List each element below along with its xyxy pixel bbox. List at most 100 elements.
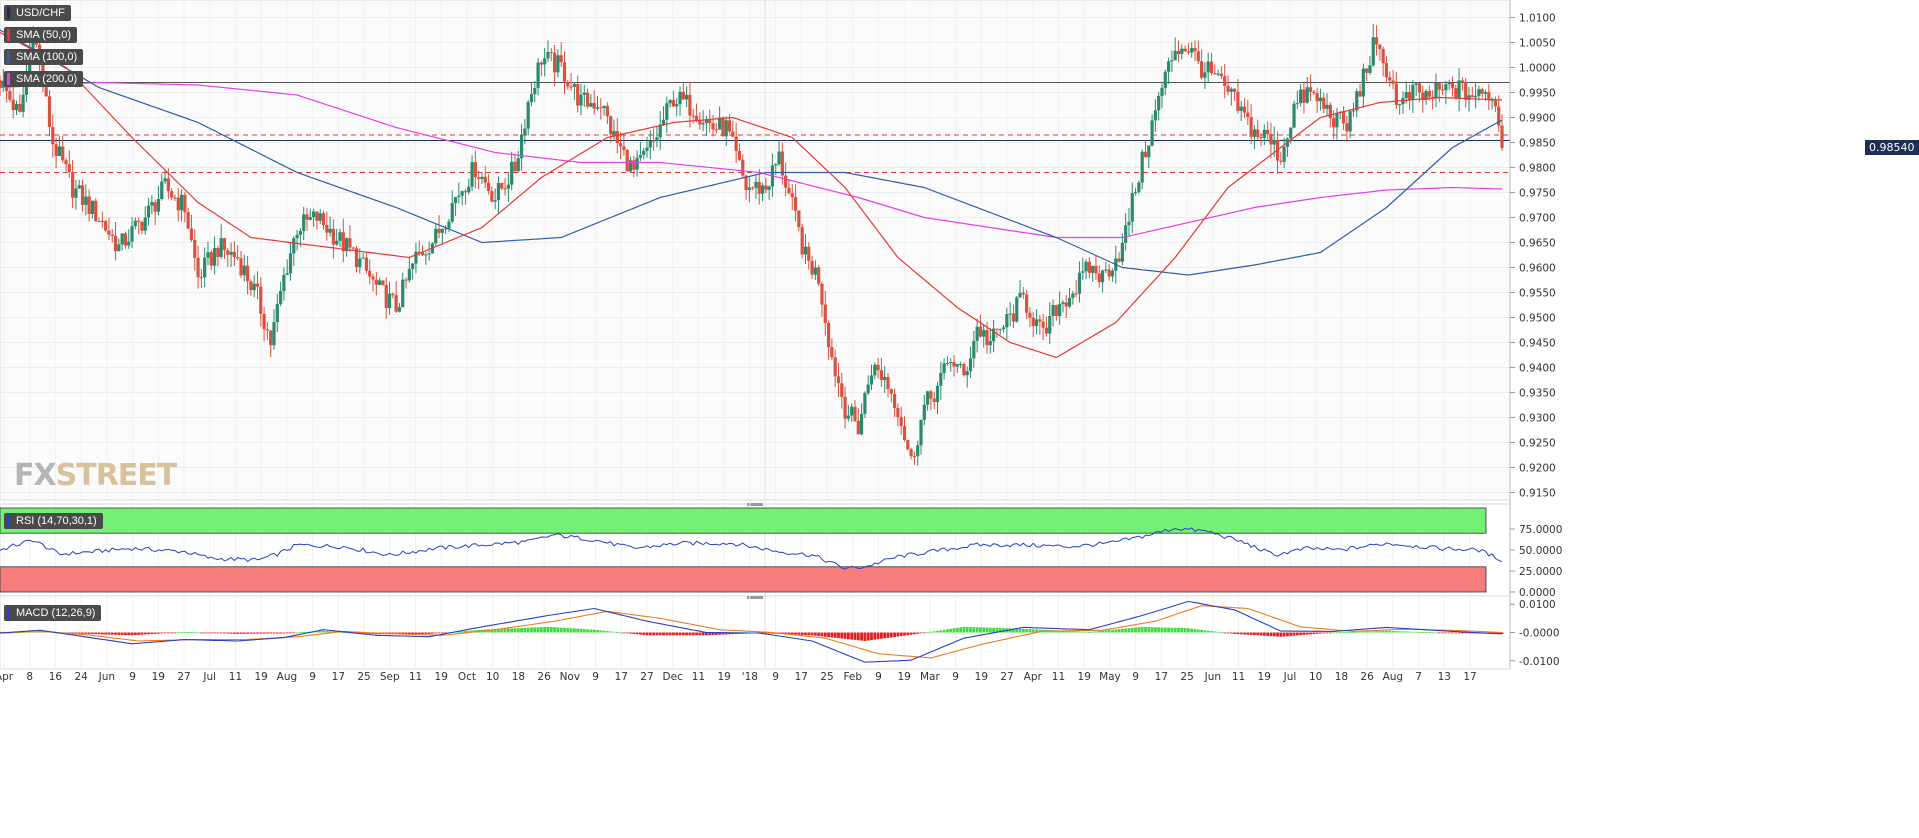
macd-histogram-bar [1035, 629, 1038, 633]
candle-body [401, 279, 405, 308]
candle-body [335, 240, 339, 245]
candle-body [1269, 134, 1273, 145]
candle-body [757, 181, 761, 194]
date-tick-label: Oct [458, 671, 476, 683]
macd-histogram-bar [1210, 631, 1213, 633]
candle-body [638, 154, 643, 158]
macd-histogram-bar [256, 632, 259, 634]
candle-body [619, 143, 623, 147]
macd-histogram-bar [549, 627, 553, 633]
candle-body [751, 187, 755, 189]
macd-histogram-bar [576, 628, 580, 633]
candle-body [929, 391, 933, 399]
macd-histogram-bar [946, 629, 949, 633]
macd-histogram-bar [645, 632, 649, 636]
candle-body [1256, 129, 1260, 138]
candle-body [130, 226, 134, 242]
candle-body [1388, 77, 1392, 81]
macd-histogram-bar [1087, 631, 1091, 633]
candle-body [655, 137, 659, 141]
candle-body [576, 83, 580, 106]
macd-label[interactable]: MACD (12,26,9) [4, 605, 102, 621]
macd-histogram-bar [883, 632, 887, 639]
date-tick-label: 25 [820, 671, 833, 683]
candle-body [341, 232, 345, 252]
macd-histogram-bar [632, 632, 636, 634]
macd-histogram-bar [292, 632, 296, 634]
macd-histogram-bar [1401, 631, 1405, 633]
macd-histogram-bar [648, 632, 652, 636]
candle-body [236, 257, 240, 259]
macd-histogram-bar [1091, 631, 1095, 633]
candle-body [810, 260, 814, 275]
macd-histogram-bar [236, 632, 240, 634]
candle-body [1381, 48, 1385, 64]
candle-body [622, 146, 626, 150]
macd-histogram-bar [840, 632, 844, 639]
date-tick-label: 26 [537, 671, 551, 683]
date-tick-label: Mar [920, 671, 940, 683]
candle-body [298, 230, 302, 235]
candle-body [721, 117, 725, 137]
macd-histogram-bar [1378, 631, 1382, 633]
candle-body [351, 247, 355, 249]
candle-body [1431, 96, 1435, 98]
macd-histogram-bar [1394, 631, 1398, 633]
candle-body [1398, 104, 1402, 106]
candle-body [1203, 72, 1207, 78]
sma200-label[interactable]: SMA (200,0) [4, 71, 84, 87]
candle-body [945, 362, 950, 364]
candle-body [325, 225, 329, 233]
sma100-label[interactable]: SMA (100,0) [4, 49, 84, 65]
candle-body [245, 265, 250, 282]
candle-body [269, 330, 273, 346]
macd-histogram-bar [893, 632, 896, 637]
macd-histogram-bar [1286, 632, 1289, 637]
price-tick-label: 0.9550 [1519, 288, 1556, 300]
macd-histogram-bar [1031, 629, 1035, 633]
candle-body [1137, 182, 1141, 192]
macd-histogram-bar [232, 632, 236, 634]
macd-histogram-bar [817, 632, 821, 637]
macd-histogram-bar [724, 632, 728, 635]
candle-body [1454, 88, 1458, 99]
instrument-label[interactable]: USD/CHF [4, 5, 71, 21]
macd-histogram-bar [998, 628, 1002, 633]
macd-histogram-bar [906, 632, 910, 636]
price-tick-label: 0.9250 [1519, 438, 1556, 450]
candle-body [912, 456, 917, 458]
macd-histogram-bar [1220, 632, 1223, 634]
candle-body [107, 230, 111, 235]
candle-body [972, 340, 976, 359]
candle-body [853, 406, 857, 421]
macd-histogram-bar [1272, 632, 1276, 637]
macd-histogram-bar [1246, 632, 1250, 635]
macd-histogram-bar [1358, 631, 1362, 633]
sma-lines [0, 29, 1503, 359]
macd-histogram-bar [1305, 632, 1309, 635]
candle-body [543, 58, 547, 65]
sma50-label[interactable]: SMA (50,0) [4, 27, 78, 43]
price-tick-label: 0.9400 [1519, 363, 1556, 375]
candle-body [183, 194, 187, 213]
candle-body [569, 86, 573, 88]
macd-histogram-bar [1348, 631, 1352, 633]
macd-histogram-bar [510, 628, 514, 633]
macd-histogram-bar [1411, 631, 1415, 633]
macd-histogram-bar [876, 632, 880, 640]
macd-histogram-bar [1177, 627, 1180, 633]
macd-histogram-bar [1008, 628, 1012, 633]
macd-histogram-bar [361, 632, 365, 634]
candle-body [589, 103, 593, 107]
rsi-label[interactable]: RSI (14,70,30,1) [4, 513, 103, 529]
macd-histogram-bar [1441, 632, 1444, 634]
macd-histogram-bar [437, 632, 441, 634]
macd-histogram-bar [1375, 631, 1378, 633]
candle-body [1044, 327, 1049, 334]
candle-body [90, 200, 95, 215]
macd-histogram-bar [1457, 632, 1461, 634]
macd-histogram-bar [668, 632, 672, 636]
candle-body [556, 55, 560, 73]
candle-body [1404, 92, 1408, 99]
